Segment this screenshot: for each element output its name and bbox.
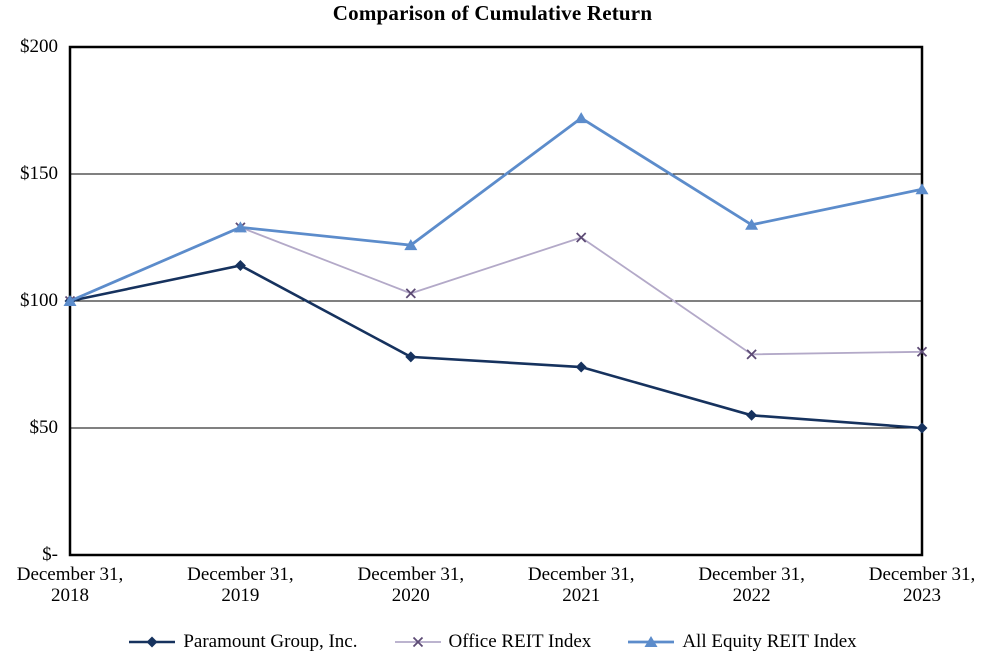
chart-legend: Paramount Group, Inc. Office REIT Index … [0, 627, 985, 657]
x-axis-label-line2: 2022 [732, 585, 771, 606]
triangle-marker [644, 636, 658, 647]
x-axis-label-line2: 2021 [562, 585, 601, 606]
x-axis-label-line2: 2023 [903, 585, 941, 606]
legend-swatch-svg [394, 636, 441, 648]
series-0 [64, 259, 928, 434]
y-axis-tick-label: $50 [29, 417, 59, 438]
series-1 [64, 222, 928, 360]
triangle-marker-swatch [627, 634, 675, 650]
chart-title: Comparison of Cumulative Return [332, 1, 653, 25]
x-axis-label-line1: December 31, [357, 564, 465, 585]
x-axis-label-line2: 2019 [221, 585, 260, 606]
x-marker [405, 288, 416, 299]
x-axis-label: December 31, 2022 [677, 564, 827, 606]
x-axis-label: December 31, 2021 [506, 564, 656, 606]
x-axis-label: December 31, 2020 [336, 564, 486, 606]
x-axis-label: December 31, 2018 [0, 564, 145, 606]
diamond-marker [916, 422, 928, 434]
series-line [69, 116, 923, 303]
x-marker [576, 232, 587, 243]
diamond-marker-swatch [128, 634, 176, 650]
x-marker [746, 349, 757, 360]
triangle-marker [745, 218, 759, 230]
x-axis-label: December 31, 2023 [847, 564, 985, 606]
x-axis-label-line1: December 31, [16, 564, 124, 585]
triangle-marker [63, 295, 77, 306]
legend-swatch-svg [129, 636, 176, 648]
x-marker [412, 636, 423, 648]
diamond-marker [405, 351, 417, 363]
x-axis-label-line1: December 31, [868, 564, 976, 585]
diamond-marker [746, 409, 758, 421]
triangle-marker [404, 239, 418, 251]
y-axis-tick-label: $100 [20, 290, 58, 311]
x-axis-label-line1: December 31, [527, 564, 635, 585]
series-line [69, 264, 923, 430]
y-axis-tick-label: $- [42, 544, 58, 565]
series-2 [63, 112, 929, 306]
x-axis-label-line2: 2018 [51, 585, 89, 606]
y-axis-tick-label: $150 [20, 163, 58, 184]
diamond-marker [146, 636, 158, 648]
triangle-marker [574, 112, 588, 124]
legend-item-office-reit: Office REIT Index [394, 631, 592, 653]
legend-item-paramount: Paramount Group, Inc. [128, 631, 358, 653]
legend-label: All Equity REIT Index [682, 631, 857, 652]
x-marker-swatch [394, 634, 442, 650]
legend-item-all-equity-reit: All Equity REIT Index [627, 631, 857, 653]
x-axis-label-line1: December 31, [187, 564, 294, 585]
x-axis-label-line1: December 31, [698, 564, 805, 585]
diamond-marker [575, 361, 587, 373]
diamond-marker [234, 259, 246, 271]
legend-label: Paramount Group, Inc. [183, 631, 358, 652]
x-axis-label: December 31, 2019 [165, 564, 315, 606]
x-axis-label-line2: 2020 [391, 585, 430, 606]
legend-label: Office REIT Index [448, 631, 592, 652]
y-axis-tick-label: $200 [20, 36, 58, 57]
triangle-marker [915, 183, 929, 195]
x-marker [916, 346, 928, 357]
legend-swatch-svg [628, 636, 675, 647]
triangle-marker [233, 221, 247, 233]
